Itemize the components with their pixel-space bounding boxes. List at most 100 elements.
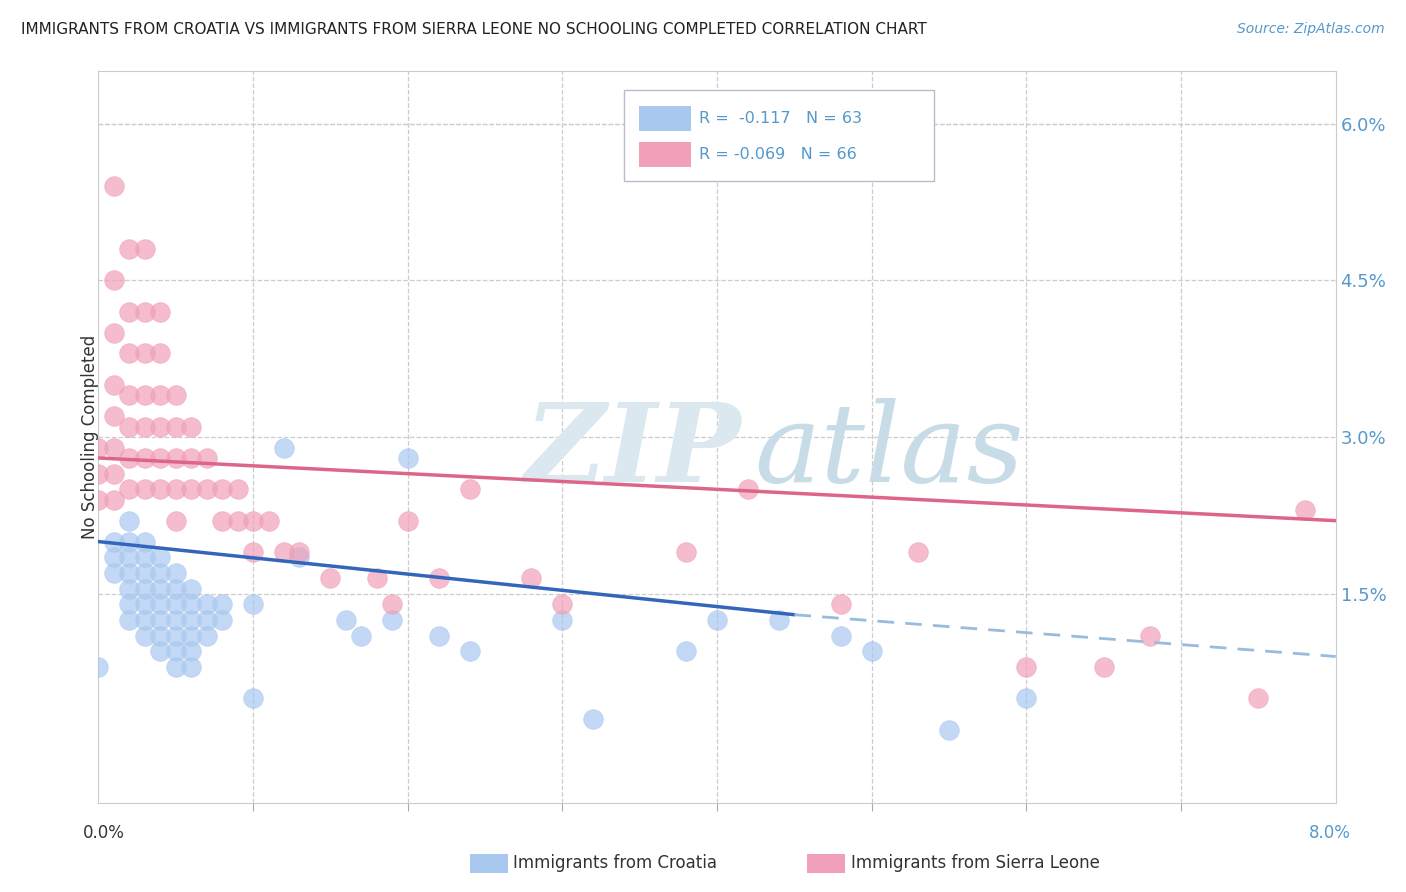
Point (706, 613, 728, 627)
Point (226, 514, 249, 528)
Point (118, 550, 141, 565)
Point (118, 346, 141, 360)
Point (149, 419, 172, 434)
Point (396, 514, 419, 528)
Point (737, 483, 759, 497)
Point (1092, 660, 1115, 674)
Point (149, 566, 172, 580)
Point (1139, 629, 1161, 643)
Point (1015, 660, 1038, 674)
Point (118, 597, 141, 611)
Point (675, 644, 697, 658)
Point (319, 571, 342, 585)
Point (288, 545, 311, 559)
FancyBboxPatch shape (640, 143, 692, 167)
Point (165, 582, 187, 596)
Point (551, 597, 574, 611)
Text: R =  -0.117   N = 63: R = -0.117 N = 63 (699, 111, 862, 126)
Point (195, 613, 218, 627)
Point (165, 644, 187, 658)
Point (195, 629, 218, 643)
Point (149, 613, 172, 627)
Y-axis label: No Schooling Completed: No Schooling Completed (82, 335, 98, 539)
Point (180, 644, 202, 658)
Point (87, 492, 110, 507)
Point (134, 582, 156, 596)
Point (211, 483, 233, 497)
Point (103, 441, 125, 455)
Point (118, 242, 141, 256)
Point (335, 613, 357, 627)
FancyBboxPatch shape (640, 106, 692, 130)
Text: Immigrants from Croatia: Immigrants from Croatia (513, 855, 717, 872)
Point (180, 660, 202, 674)
Point (165, 660, 187, 674)
Point (211, 597, 233, 611)
Point (149, 346, 172, 360)
Point (134, 450, 156, 465)
Point (675, 545, 697, 559)
Text: ZIP: ZIP (526, 398, 742, 506)
Point (427, 629, 450, 643)
Point (938, 723, 960, 737)
Point (103, 377, 125, 392)
Point (830, 597, 852, 611)
Text: Source: ZipAtlas.com: Source: ZipAtlas.com (1237, 22, 1385, 37)
FancyBboxPatch shape (624, 90, 934, 181)
Point (350, 629, 373, 643)
Point (134, 534, 156, 549)
Text: atlas: atlas (754, 398, 1024, 506)
Point (381, 597, 404, 611)
Point (242, 514, 264, 528)
Point (427, 571, 450, 585)
Point (195, 483, 218, 497)
Point (768, 613, 790, 627)
Point (242, 597, 264, 611)
Point (165, 419, 187, 434)
Point (165, 388, 187, 402)
Point (149, 582, 172, 596)
Point (396, 450, 419, 465)
Point (180, 629, 202, 643)
Point (273, 441, 295, 455)
Point (1294, 503, 1316, 517)
Point (165, 450, 187, 465)
Point (226, 483, 249, 497)
Point (118, 450, 141, 465)
Point (381, 613, 404, 627)
Point (149, 597, 172, 611)
Point (103, 467, 125, 481)
Point (149, 550, 172, 565)
Point (195, 597, 218, 611)
Point (458, 483, 481, 497)
Text: 8.0%: 8.0% (1309, 823, 1351, 842)
Point (103, 550, 125, 565)
Point (134, 483, 156, 497)
Point (582, 712, 605, 726)
Point (134, 304, 156, 318)
Point (134, 613, 156, 627)
Point (551, 613, 574, 627)
Point (520, 571, 543, 585)
Point (134, 242, 156, 256)
Point (273, 545, 295, 559)
Point (149, 388, 172, 402)
Point (211, 514, 233, 528)
Point (149, 304, 172, 318)
Point (165, 514, 187, 528)
Point (149, 483, 172, 497)
Point (103, 273, 125, 287)
Point (103, 492, 125, 507)
Point (118, 419, 141, 434)
Point (180, 582, 202, 596)
Point (180, 597, 202, 611)
Text: R = -0.069   N = 66: R = -0.069 N = 66 (699, 147, 856, 162)
Point (87, 660, 110, 674)
Point (165, 613, 187, 627)
Point (134, 597, 156, 611)
Point (149, 629, 172, 643)
Point (118, 534, 141, 549)
Point (87, 441, 110, 455)
Point (458, 644, 481, 658)
Point (118, 582, 141, 596)
